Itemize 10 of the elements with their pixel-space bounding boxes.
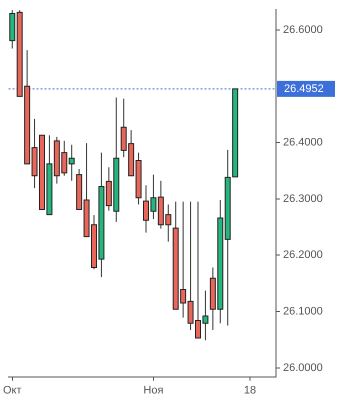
y-tick-label: 26.3000 — [283, 192, 323, 205]
x-tick-label: Окт — [3, 384, 22, 396]
ref-line-label: 26.4952 — [284, 82, 324, 95]
y-tick-label: 26.4000 — [283, 136, 323, 149]
x-tick-label: Ноя — [143, 384, 164, 396]
y-tick-label: 26.0000 — [283, 362, 323, 374]
y-tick-label: 26.2000 — [283, 249, 323, 262]
x-tick-label: 18 — [244, 384, 256, 396]
y-tick-label: 26.6000 — [283, 24, 323, 36]
y-tick-label: 26.1000 — [283, 306, 323, 318]
